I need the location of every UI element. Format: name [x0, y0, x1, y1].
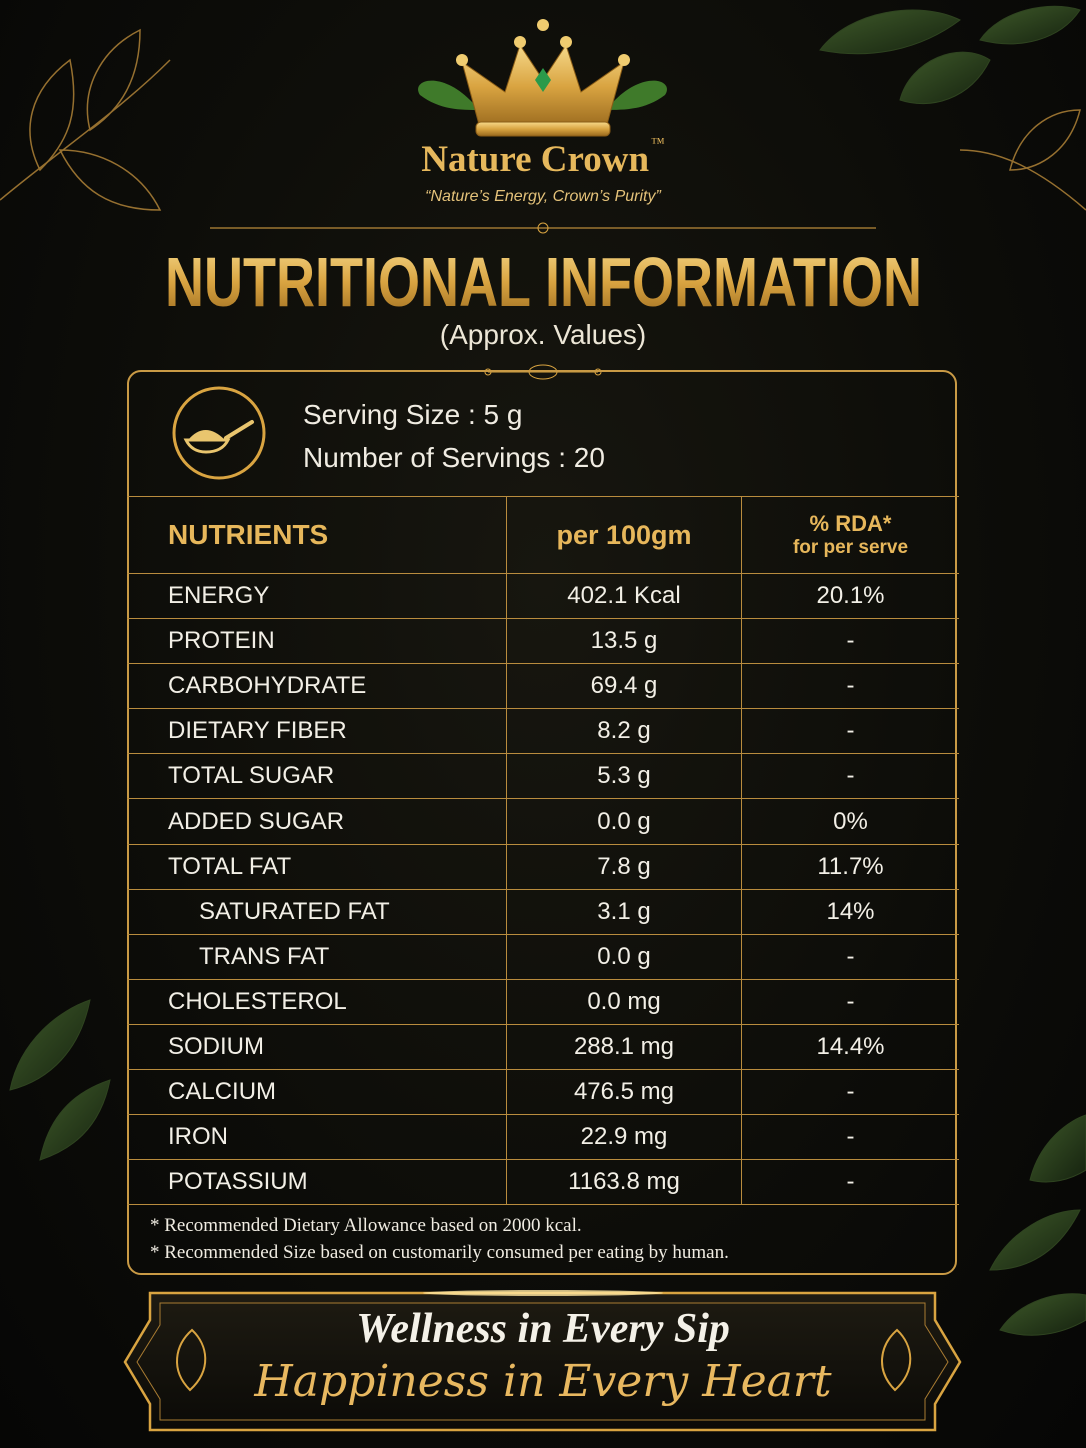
nutrient-name: TRANS FAT [127, 933, 507, 980]
table-row: DIETARY FIBER 8.2 g- [127, 708, 959, 755]
per-100g-value: 0.0 g [506, 933, 742, 980]
rda-value: - [741, 753, 959, 800]
rda-value: - [741, 1159, 959, 1206]
nutrient-name: IRON [127, 1114, 507, 1161]
per-100g-value: 288.1 mg [506, 1023, 742, 1071]
footnote: * Recommended Dietary Allowance based on… [150, 1215, 582, 1236]
nutrient-name: DIETARY FIBER [127, 708, 507, 755]
rda-value: 14.4% [741, 1023, 959, 1071]
brand-name: Nature Crown [421, 139, 650, 180]
rda-value: 20.1% [741, 572, 959, 620]
per-100g-value: 8.2 g [506, 708, 742, 755]
rda-value: 0% [741, 798, 959, 845]
leaves [9, 5, 1086, 1336]
ornament [484, 364, 602, 380]
crown-logo [418, 19, 667, 137]
table-body: ENERGY 402.1 Kcal 20.1% PROTEIN 13.5 g - CARBO… [127, 572, 959, 1206]
table-row: CARBOHYDRATE 69.4 g- [127, 663, 959, 710]
nutrient-name: ENERGY [127, 572, 507, 620]
column-header: % RDA* for per serve [741, 496, 959, 574]
table-row: TOTAL FAT 7.8 g 11.7% [127, 843, 959, 890]
serving-size: Serving Size : 5 g [303, 399, 523, 430]
column-header: NUTRIENTS [127, 496, 507, 574]
nutrient-name: CALCIUM [127, 1069, 507, 1116]
nutrient-name: TOTAL SUGAR [127, 753, 507, 800]
banner-line: Wellness in Every Sip [356, 1306, 730, 1352]
rda-value: - [741, 663, 959, 710]
per-100g-value: 22.9 mg [506, 1114, 742, 1161]
banner [123, 1290, 962, 1432]
table-row: TRANS FAT 0.0 g- [127, 933, 959, 980]
table-row: CALCIUM 476.5 mg - [127, 1069, 959, 1116]
nutrient-name: CARBOHYDRATE [127, 663, 507, 710]
table-row: IRON 22.9 mg - [127, 1114, 959, 1161]
scoop-icon [172, 386, 266, 480]
per-100g-value: 0.0 mg [506, 978, 742, 1025]
subtitle: (Approx. Values) [439, 319, 647, 350]
per-100g-value: 7.8 g [506, 843, 742, 890]
brand: Nature Crown ™ [0, 136, 1086, 181]
table-row: CHOLESTEROL 0.0 mg - [127, 978, 959, 1025]
table-row: SATURATED FAT 3.1 g 14% [127, 888, 959, 935]
table-row: PROTEIN 13.5 g- [127, 618, 959, 665]
banner-line: Happiness in Every Heart [254, 1356, 832, 1407]
ornament [537, 222, 549, 234]
nutrient-name: ADDED SUGAR [127, 798, 507, 845]
per-100g-value: 0.0 g [506, 798, 742, 845]
rda-value: - [741, 1069, 959, 1116]
per-100g-value: 476.5 mg [506, 1069, 742, 1116]
nutrient-name: SATURATED FAT [127, 888, 507, 935]
leaf-branch [0, 28, 1086, 211]
table-row: ADDED SUGAR 0.0 g 0% [127, 798, 959, 845]
nutrient-name: CHOLESTEROL [127, 978, 507, 1025]
table-row: TOTAL SUGAR 5.3 g- [127, 753, 959, 800]
rda-value: - [741, 618, 959, 665]
per-100g-value: 1163.8 mg [506, 1159, 742, 1206]
serving-count: Number of Servings : 20 [303, 442, 605, 473]
trademark: ™ [651, 136, 665, 151]
nutrient-name: POTASSIUM [127, 1159, 507, 1206]
nutrition-table: NUTRIENTS per 100gm % RDA* for per serve… [127, 496, 959, 1206]
header-row: NUTRIENTS per 100gm % RDA* for per serve [127, 496, 959, 574]
table-row: ENERGY 402.1 Kcal 20.1% [127, 572, 959, 620]
column-header: per 100gm [506, 496, 742, 574]
per-100g-value: 5.3 g [506, 753, 742, 800]
rda-value: - [741, 1114, 959, 1161]
table-row: SODIUM 288.1 mg 14.4% [127, 1023, 959, 1071]
per-100g-value: 3.1 g [506, 888, 742, 935]
title: NUTRITIONAL INFORMATION [165, 243, 922, 321]
rda-value: - [741, 978, 959, 1025]
rda-value: - [741, 708, 959, 755]
rda-value: 14% [741, 888, 959, 935]
per-100g-value: 402.1 Kcal [506, 572, 742, 620]
per-100g-value: 69.4 g [506, 663, 742, 710]
rda-value: 11.7% [741, 843, 959, 890]
footnote: * Recommended Size based on customarily … [150, 1242, 729, 1263]
rda-value: - [741, 933, 959, 980]
per-100g-value: 13.5 g [506, 618, 742, 665]
nutrient-name: SODIUM [127, 1023, 507, 1071]
column-header: % RDA* [809, 511, 892, 536]
column-subheader: for per serve [792, 537, 909, 558]
nutrient-name: TOTAL FAT [127, 843, 507, 890]
table-row: POTASSIUM 1163.8 mg - [127, 1159, 959, 1206]
tagline: “Nature’s Energy, Crown’s Purity” [425, 188, 661, 205]
nutrient-name: PROTEIN [127, 618, 507, 665]
